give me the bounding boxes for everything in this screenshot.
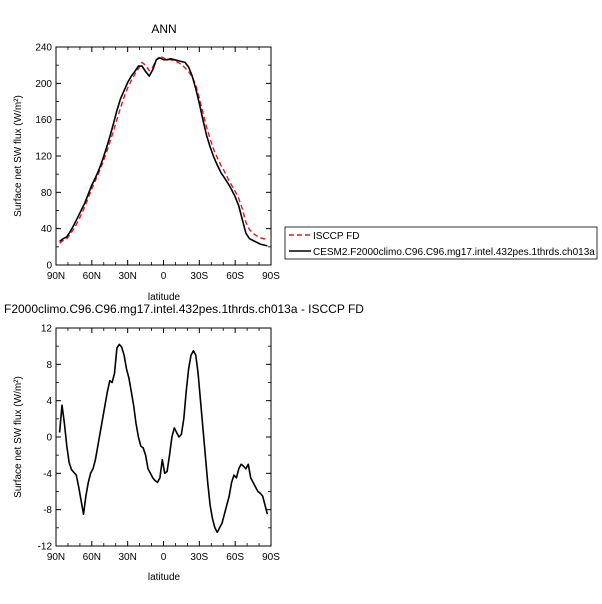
bottom-x-tick-label: 90N xyxy=(47,552,65,563)
bottom-x-tick-label: 30N xyxy=(118,552,136,563)
legend-label-cesm: CESM2.F2000climo.C96.C96.mg17.intel.432p… xyxy=(313,247,595,258)
top-x-tick-label: 30S xyxy=(190,271,208,282)
bottom-chart-axes: 90N 60N 30N 0 30S 60S 90S -12 -8 -4 0 4 8 12 xyxy=(38,324,281,564)
top-chart-xlabel: latitude xyxy=(148,292,181,303)
top-y-tick-label: 0 xyxy=(46,261,52,272)
top-y-tick-label: 200 xyxy=(35,79,52,90)
bottom-x-tick-label: 0 xyxy=(161,552,167,563)
top-y-tick-label: 80 xyxy=(41,188,53,199)
top-x-tick-label: 60S xyxy=(226,271,244,282)
bottom-x-tick-label: 90S xyxy=(262,552,280,563)
bottom-y-tick-label: -8 xyxy=(43,505,52,516)
bottom-y-tick-label: 8 xyxy=(46,360,52,371)
bottom-chart-series xyxy=(58,343,269,534)
top-chart-plot-frame xyxy=(55,46,272,266)
bottom-chart-xlabel: latitude xyxy=(148,572,181,583)
bottom-chart-plot-frame xyxy=(55,327,272,547)
bottom-y-tick-label: -12 xyxy=(38,542,53,553)
top-x-tick-label: 90S xyxy=(262,271,280,282)
top-y-tick-label: 240 xyxy=(35,43,52,54)
top-chart-ylabel: Surface net SW flux (W/m²) xyxy=(13,95,24,217)
top-chart-legend: ISCCP FD CESM2.F2000climo.C96.C96.mg17.i… xyxy=(284,226,598,260)
top-series-line-0 xyxy=(59,55,268,244)
top-x-tick-label: 60N xyxy=(83,271,101,282)
bottom-series-line-0 xyxy=(58,343,269,534)
top-chart: ANN 90N 60N 30N 0 30S 60S 90S 0 40 80 120 160 200 240… xyxy=(13,22,280,303)
bottom-y-tick-label: 0 xyxy=(46,433,52,444)
bottom-chart: F2000climo.C96.C96.mg17.intel.432pes.1th… xyxy=(4,302,364,583)
top-y-tick-label: 40 xyxy=(41,224,53,235)
top-chart-title: ANN xyxy=(151,22,176,36)
top-y-tick-label: 160 xyxy=(35,115,52,126)
bottom-chart-title: F2000climo.C96.C96.mg17.intel.432pes.1th… xyxy=(4,302,364,316)
bottom-x-tick-label: 60N xyxy=(83,552,101,563)
bottom-y-tick-label: 4 xyxy=(46,396,52,407)
bottom-chart-ylabel: Surface net SW flux (W/m²) xyxy=(13,376,24,498)
top-chart-series xyxy=(59,55,268,247)
legend-label-isccp: ISCCP FD xyxy=(313,231,360,242)
bottom-y-tick-label: 12 xyxy=(41,324,53,335)
top-x-tick-label: 30N xyxy=(118,271,136,282)
bottom-x-tick-label: 30S xyxy=(190,552,208,563)
top-chart-axes: 90N 60N 30N 0 30S 60S 90S 0 40 80 120 160 200 240 xyxy=(35,43,280,283)
top-series-line-1 xyxy=(59,57,268,247)
top-x-tick-label: 0 xyxy=(161,271,167,282)
legend-box xyxy=(284,226,598,260)
top-x-tick-label: 90N xyxy=(47,271,65,282)
bottom-y-tick-label: -4 xyxy=(43,469,52,480)
top-y-tick-label: 120 xyxy=(35,152,52,163)
bottom-x-tick-label: 60S xyxy=(226,552,244,563)
